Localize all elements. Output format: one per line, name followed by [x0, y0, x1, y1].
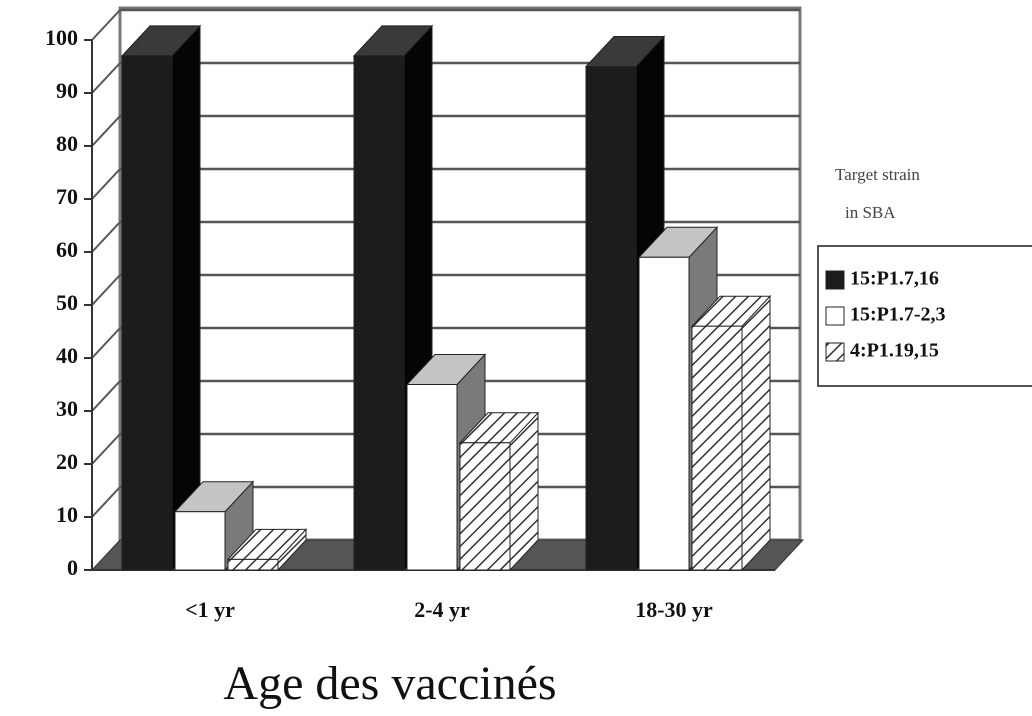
- y-tick-label: 30: [56, 396, 78, 421]
- y-tick-label: 40: [56, 343, 78, 368]
- bar: [406, 384, 458, 571]
- legend-box: [817, 245, 1032, 387]
- x-tick-label: 18-30 yr: [635, 597, 713, 622]
- bar: [459, 442, 511, 571]
- grid-line: [91, 274, 121, 306]
- bar: [121, 55, 173, 571]
- bar: [174, 511, 226, 571]
- x-axis-label: Age des vaccinés: [223, 657, 556, 710]
- bar: [585, 66, 637, 571]
- bar: [638, 256, 690, 571]
- legend-swatch: [825, 342, 845, 362]
- y-tick-label: 100: [45, 25, 78, 50]
- y-tick-label: 70: [56, 184, 78, 209]
- legend-title: in SBA: [845, 203, 896, 222]
- bar: [353, 55, 405, 571]
- bar-side: [171, 24, 201, 572]
- legend-title: Target strain: [835, 165, 920, 184]
- grid-line: [91, 380, 121, 412]
- bar-side: [741, 294, 771, 572]
- grid-line: [91, 327, 121, 359]
- legend-label: 15:P1.7-2,3: [850, 304, 946, 326]
- y-tick-label: 10: [56, 502, 78, 527]
- grid-line: [91, 62, 121, 94]
- grid-line: [91, 221, 121, 253]
- bar: [227, 558, 279, 571]
- y-tick-label: 80: [56, 131, 78, 156]
- grid-line: [91, 168, 121, 200]
- grid-line: [91, 115, 121, 147]
- y-tick-label: 0: [67, 555, 78, 580]
- legend-swatch: [825, 270, 845, 290]
- x-tick-label: <1 yr: [185, 597, 235, 622]
- y-tick-label: 20: [56, 449, 78, 474]
- x-tick-label: 2-4 yr: [414, 597, 470, 622]
- legend-label: 15:P1.7,16: [850, 268, 939, 290]
- legend-swatch: [825, 306, 845, 326]
- grid-line: [91, 486, 121, 518]
- y-tick-label: 90: [56, 78, 78, 103]
- y-tick-label: 50: [56, 290, 78, 315]
- bar: [691, 325, 743, 571]
- grid-line: [91, 9, 121, 41]
- y-tick-label: 60: [56, 237, 78, 262]
- grid-line: [91, 433, 121, 465]
- legend-label: 4:P1.19,15: [850, 340, 939, 362]
